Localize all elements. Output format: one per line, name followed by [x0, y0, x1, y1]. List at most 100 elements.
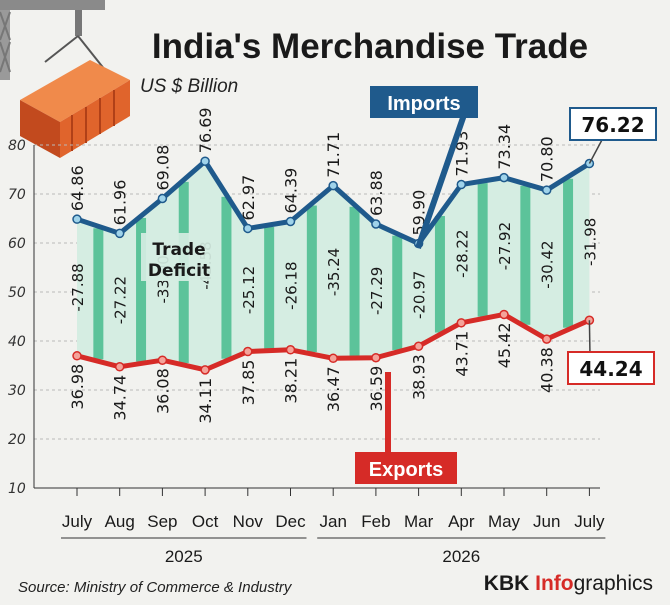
deficit-bar: [93, 228, 104, 360]
crane-beam: [0, 0, 105, 10]
source-note: Source: Ministry of Commerce & Industry: [18, 579, 293, 596]
exports-point: [456, 318, 467, 328]
deficit-value-label: -20.97: [411, 271, 429, 319]
exports-point: [72, 351, 82, 361]
brand-part2: Info: [535, 572, 573, 595]
x-tick-label: Jun: [533, 512, 560, 531]
deficit-value-label: -26.18: [283, 261, 301, 309]
y-tick-label: 10: [8, 481, 26, 497]
unit-subtitle: US $ Billion: [140, 76, 238, 97]
exports-legend-label: Exports: [369, 459, 443, 481]
x-tick-label: Sep: [147, 512, 177, 531]
trade-deficit-label-line1: Trade: [152, 240, 205, 260]
deficit-bar: [264, 226, 275, 349]
deficit-bar: [520, 185, 531, 325]
deficit-bar: [563, 178, 574, 328]
exports-point: [200, 365, 210, 375]
imports-legend-box: [370, 86, 478, 118]
trade-deficit-label-box: [141, 233, 217, 281]
page-title: India's Merchandise Trade: [152, 27, 588, 66]
trade-deficit-label-line2: Deficit: [148, 261, 210, 281]
x-tick-label: Jan: [319, 512, 346, 531]
exports-value-label: 45.42: [495, 322, 514, 368]
deficit-value-label: -31.98: [581, 218, 599, 266]
brand-part1: KBK: [484, 572, 535, 595]
imports-callout-pointer: [415, 111, 468, 249]
imports-legend-label: Imports: [387, 93, 460, 115]
exports-point: [114, 362, 125, 372]
imports-value-label: 62.97: [239, 175, 258, 221]
x-tick-label: Mar: [404, 512, 434, 531]
latest-exports-box: [567, 351, 655, 385]
imports-value-label: 73.34: [495, 124, 514, 170]
exports-legend-box: [355, 452, 457, 484]
year-group-label: 2025: [165, 547, 203, 566]
exports-point: [243, 346, 253, 357]
exports-point: [541, 334, 552, 344]
deficit-value-label: -30.42: [539, 240, 557, 288]
imports-point: [499, 172, 509, 183]
deficit-value-label: -25.12: [240, 266, 258, 314]
imports-point: [157, 193, 168, 204]
exports-value-label: 36.47: [324, 366, 343, 412]
exports-value-label: 34.74: [111, 375, 130, 421]
latest-imports-value: 76.22: [581, 113, 644, 137]
container-top: [20, 60, 130, 122]
imports-value-label: 76.69: [196, 107, 215, 153]
container-side: [20, 100, 60, 158]
exports-point: [285, 345, 296, 355]
deficit-bar: [221, 196, 232, 359]
brand-logo: KBK Infographics: [484, 572, 653, 595]
y-tick-label: 80: [8, 138, 26, 154]
deficit-value-label: -28.22: [453, 230, 471, 278]
x-tick-label: July: [62, 512, 93, 531]
exports-value-label: 37.85: [239, 360, 258, 406]
imports-point: [328, 180, 338, 191]
y-tick-label: 70: [8, 187, 26, 203]
deficit-bar: [136, 217, 147, 362]
imports-value-label: 64.86: [68, 165, 87, 211]
imports-value-label: 61.96: [111, 180, 130, 226]
deficit-value-label: -27.88: [69, 263, 87, 311]
imports-point: [200, 156, 210, 166]
exports-value-label: 36.08: [153, 368, 172, 414]
imports-value-label: 63.88: [367, 170, 386, 216]
x-tick-label: May: [488, 512, 521, 531]
y-tick-label: 50: [8, 285, 26, 301]
brand-part3: graphics: [574, 572, 653, 595]
deficit-bar: [306, 205, 317, 353]
crane-tower: [0, 10, 10, 80]
x-tick-label: Feb: [361, 512, 390, 531]
exports-point: [371, 352, 381, 363]
y-tick-label: 30: [8, 383, 26, 399]
crane-hook-block: [75, 10, 82, 36]
x-tick-label: Dec: [275, 512, 306, 531]
exports-value-label: 36.59: [367, 366, 386, 412]
deficit-value-label: -27.29: [368, 267, 386, 315]
y-tick-label: 60: [8, 236, 26, 252]
container-front: [60, 80, 130, 158]
exports-value-label: 40.38: [538, 347, 557, 393]
latest-imports-pointer: [588, 137, 604, 164]
imports-point: [114, 228, 125, 239]
y-tick-label: 20: [8, 432, 26, 448]
imports-point: [243, 223, 253, 234]
imports-value-label: 70.80: [538, 136, 557, 182]
exports-value-label: 36.98: [68, 364, 87, 410]
exports-point: [157, 355, 168, 365]
deficit-bar: [434, 216, 445, 333]
imports-point: [371, 219, 381, 229]
latest-exports-value: 44.24: [579, 357, 642, 381]
imports-value-label: 69.08: [153, 145, 172, 191]
latest-exports-pointer: [588, 320, 591, 357]
imports-point: [72, 214, 82, 224]
latest-imports-box: [569, 107, 657, 141]
exports-value-label: 34.11: [196, 378, 215, 424]
x-tick-label: Apr: [448, 512, 475, 531]
y-tick-label: 40: [8, 334, 26, 350]
exports-value-label: 43.71: [452, 331, 471, 377]
x-tick-label: Nov: [233, 512, 264, 531]
x-tick-label: Oct: [192, 512, 219, 531]
exports-point: [328, 353, 338, 364]
